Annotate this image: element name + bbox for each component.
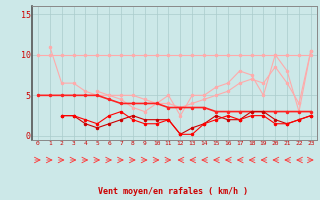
Text: Vent moyen/en rafales ( km/h ): Vent moyen/en rafales ( km/h ) [98, 187, 248, 196]
